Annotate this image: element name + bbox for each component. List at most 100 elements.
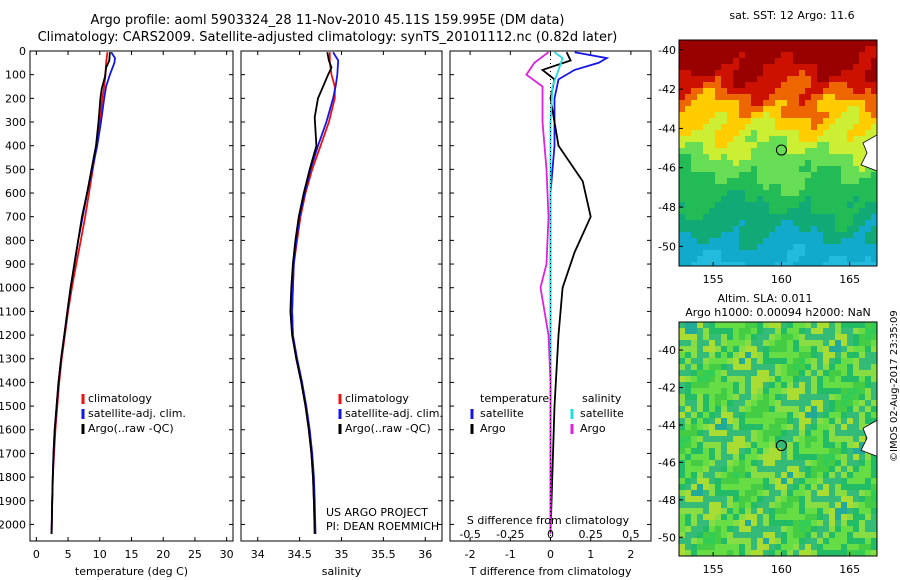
map-cell [793, 472, 800, 479]
map-cell [781, 424, 788, 431]
map-cell [691, 430, 698, 437]
map-cell [829, 544, 836, 551]
map-cell [703, 388, 710, 395]
map-cell [709, 388, 716, 395]
map-cell [727, 460, 734, 467]
map-cell [763, 346, 770, 353]
map-cell [859, 238, 866, 245]
map-cell [679, 526, 686, 533]
map-cell [799, 178, 806, 185]
legend-label: satellite-adj. clim. [345, 407, 443, 420]
map-cell [835, 172, 842, 179]
map-cell [715, 244, 722, 251]
map-cell [853, 112, 860, 119]
map-cell [769, 484, 776, 491]
map-cell [745, 172, 752, 179]
map-cell [721, 40, 728, 47]
map-cell [685, 478, 692, 485]
map-cell [763, 124, 770, 131]
map-cell [799, 478, 806, 485]
map-cell [697, 436, 704, 443]
map-cell [721, 538, 728, 545]
map-cell [751, 454, 758, 461]
map-cell [715, 118, 722, 125]
map-cell [799, 424, 806, 431]
map-cell [829, 418, 836, 425]
map-cell [805, 484, 812, 491]
map-cell [793, 46, 800, 53]
map-cell [805, 82, 812, 89]
map-cell [775, 226, 782, 233]
map-cell [817, 118, 824, 125]
map-cell [823, 160, 830, 167]
map-cell [787, 448, 794, 455]
map-cell [805, 160, 812, 167]
map-cell [853, 550, 860, 556]
map-cell [709, 526, 716, 533]
map-cell [841, 58, 848, 65]
map-cell [685, 184, 692, 191]
map-cell [829, 508, 836, 515]
map-cell [799, 172, 806, 179]
map-cell [691, 376, 698, 383]
map-cell [853, 532, 860, 539]
map-cell [793, 130, 800, 137]
map-cell [853, 328, 860, 335]
map-cell [751, 514, 758, 521]
map-cell [829, 532, 836, 539]
map-cell [817, 502, 824, 509]
map-cell [757, 190, 764, 197]
map-cell [769, 352, 776, 359]
map-cell [709, 550, 716, 556]
map-cell [853, 154, 860, 161]
map-cell [829, 352, 836, 359]
map-cell [733, 442, 740, 449]
map-cell [757, 544, 764, 551]
map-cell [799, 370, 806, 377]
map-cell [793, 490, 800, 497]
map-cell [859, 436, 866, 443]
map-cell [757, 184, 764, 191]
map-cell [727, 550, 734, 556]
map-cell [847, 112, 854, 119]
map-cell [787, 160, 794, 167]
map-cell [763, 136, 770, 143]
y-tick-label: 1100 [0, 305, 26, 318]
map-cell [679, 196, 686, 203]
map-cell [853, 460, 860, 467]
map-cell [811, 82, 818, 89]
map-cell [769, 106, 776, 113]
map-cell [715, 448, 722, 455]
map-cell [841, 394, 848, 401]
map-cell [799, 136, 806, 143]
map-cell [745, 328, 752, 335]
map-cell [739, 532, 746, 539]
map-cell [769, 364, 776, 371]
map-cell [685, 166, 692, 173]
map-cell [697, 448, 704, 455]
map-cell [715, 418, 722, 425]
map-cell [739, 454, 746, 461]
map-cell [769, 358, 776, 365]
map-cell [745, 178, 752, 185]
map-cell [775, 334, 782, 341]
map-cell [841, 406, 848, 413]
map-cell [865, 202, 872, 209]
map-cell [811, 448, 818, 455]
map-cell [829, 232, 836, 239]
map-cell [781, 436, 788, 443]
map-cell [775, 88, 782, 95]
map-cell [811, 172, 818, 179]
map-cell [793, 364, 800, 371]
map-cell [679, 184, 686, 191]
map-cell [727, 106, 734, 113]
map-cell [763, 118, 770, 125]
map-cell [835, 214, 842, 221]
map-cell [799, 148, 806, 155]
map-cell [697, 370, 704, 377]
map-cell [691, 322, 698, 329]
map-cell [865, 226, 872, 233]
map-cell [763, 106, 770, 113]
map-cell [685, 70, 692, 77]
map-cell [691, 214, 698, 221]
